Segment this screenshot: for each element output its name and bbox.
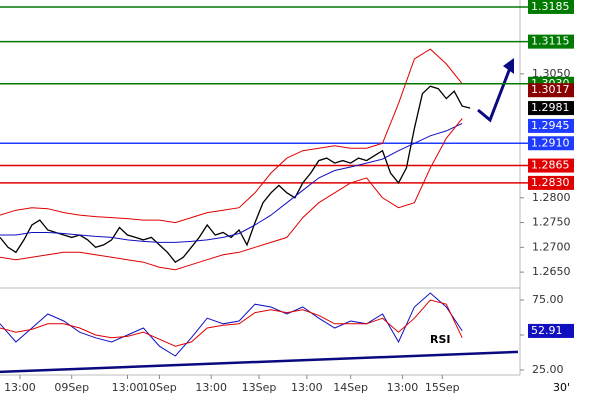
level-tag-label: 1.2945 <box>531 119 570 132</box>
level-tag <box>528 83 574 98</box>
x-tick-label: 09Sep <box>54 381 89 394</box>
level-tag-label: 1.2981 <box>531 101 570 114</box>
level-tag <box>528 323 574 338</box>
x-tick-label: 13:00 <box>112 381 144 394</box>
y-tick-label: 1.2650 <box>532 265 571 278</box>
level-tag-label: 52.91 <box>531 324 563 337</box>
y-tick-label: 75.00 <box>532 293 564 306</box>
y-tick-label: 1.3050 <box>532 67 571 80</box>
level-tag <box>528 101 574 116</box>
arrow-head <box>503 58 514 74</box>
series-line <box>0 118 463 271</box>
series-line <box>0 122 463 243</box>
level-tag-label: 1.2830 <box>531 176 570 189</box>
forecast-arrow <box>477 67 512 123</box>
level-tag-label: 1.3017 <box>531 83 570 96</box>
x-tick-label: 15Sep <box>425 381 460 394</box>
rsi-label: RSI <box>430 333 451 346</box>
x-tick-label: 14Sep <box>333 381 368 394</box>
x-tick-label: 13:00 <box>387 381 419 394</box>
y-tick-label: 1.2750 <box>532 216 571 229</box>
level-tag <box>528 34 574 49</box>
level-tag-label: 1.3185 <box>531 0 570 13</box>
level-tag <box>528 118 574 133</box>
x-tick-label: 13Sep <box>242 381 277 394</box>
x-tick-label: 10Sep <box>142 381 177 394</box>
y-tick-label: 1.2800 <box>532 191 571 204</box>
period-label: 30' <box>553 381 570 394</box>
y-tick-label: 25.00 <box>532 363 564 376</box>
level-tag <box>528 136 574 151</box>
series-line <box>0 292 463 357</box>
x-tick-label: 13:00 <box>195 381 227 394</box>
series-line <box>0 299 463 347</box>
level-tag <box>528 0 574 14</box>
level-tag-label: 1.2865 <box>531 159 570 172</box>
level-tag <box>528 175 574 190</box>
level-tag-label: 1.2910 <box>531 136 570 149</box>
x-tick-label: 13:00 <box>291 381 323 394</box>
x-tick-label: 13:00 <box>4 381 36 394</box>
level-tag <box>528 158 574 173</box>
y-tick-label: 1.2700 <box>532 240 571 253</box>
series-line <box>0 48 463 224</box>
level-tag-label: 1.3115 <box>531 35 570 48</box>
series-line <box>0 85 471 264</box>
series-line <box>0 350 519 374</box>
